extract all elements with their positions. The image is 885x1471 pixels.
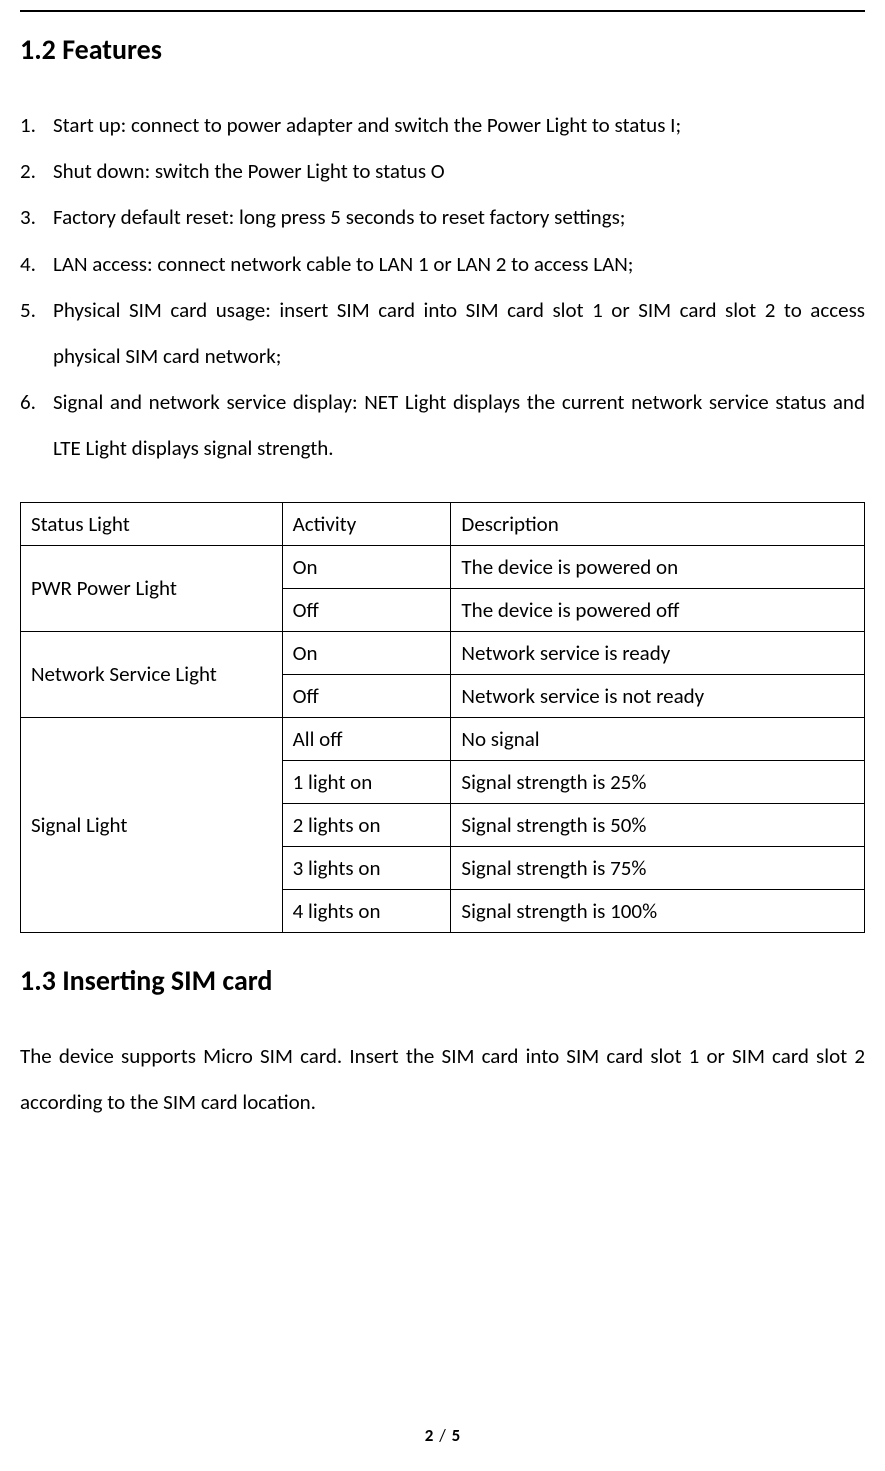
table-cell-activity: Off bbox=[282, 674, 451, 717]
table-cell-description: Signal strength is 75% bbox=[451, 846, 865, 889]
feature-item: Factory default reset: long press 5 seco… bbox=[20, 194, 865, 240]
page-footer: 2 / 5 bbox=[0, 1425, 885, 1446]
table-cell-activity: 3 lights on bbox=[282, 846, 451, 889]
table-cell-activity: 2 lights on bbox=[282, 803, 451, 846]
page-number-current: 2 bbox=[425, 1425, 434, 1446]
table-header-cell: Status Light bbox=[21, 502, 283, 545]
table-cell-activity: All off bbox=[282, 717, 451, 760]
table-cell-description: No signal bbox=[451, 717, 865, 760]
table-cell-status: Network Service Light bbox=[21, 631, 283, 717]
table-cell-status: Signal Light bbox=[21, 717, 283, 932]
top-rule bbox=[20, 10, 865, 12]
table-header-cell: Description bbox=[451, 502, 865, 545]
features-list: Start up: connect to power adapter and s… bbox=[20, 102, 865, 472]
table-cell-activity: 4 lights on bbox=[282, 889, 451, 932]
feature-item: Physical SIM card usage: insert SIM card… bbox=[20, 287, 865, 379]
table-cell-activity: On bbox=[282, 545, 451, 588]
table-cell-description: The device is powered off bbox=[451, 588, 865, 631]
table-cell-description: Signal strength is 100% bbox=[451, 889, 865, 932]
body-paragraph: The device supports Micro SIM card. Inse… bbox=[20, 1033, 865, 1125]
table-header-row: Status Light Activity Description bbox=[21, 502, 865, 545]
feature-item: Shut down: switch the Power Light to sta… bbox=[20, 148, 865, 194]
page-number-separator: / bbox=[437, 1425, 448, 1446]
table-row: Network Service Light On Network service… bbox=[21, 631, 865, 674]
table-row: PWR Power Light On The device is powered… bbox=[21, 545, 865, 588]
table-cell-description: Signal strength is 25% bbox=[451, 760, 865, 803]
table-cell-activity: Off bbox=[282, 588, 451, 631]
feature-item: LAN access: connect network cable to LAN… bbox=[20, 241, 865, 287]
table-cell-description: Network service is not ready bbox=[451, 674, 865, 717]
feature-item: Start up: connect to power adapter and s… bbox=[20, 102, 865, 148]
section-heading-1-2: 1.2 Features bbox=[20, 32, 865, 67]
page-number-total: 5 bbox=[452, 1425, 461, 1446]
table-cell-description: Network service is ready bbox=[451, 631, 865, 674]
feature-item: Signal and network service display: NET … bbox=[20, 379, 865, 471]
table-cell-status: PWR Power Light bbox=[21, 545, 283, 631]
status-light-table: Status Light Activity Description PWR Po… bbox=[20, 502, 865, 933]
section-heading-1-3: 1.3 Inserting SIM card bbox=[20, 963, 865, 998]
table-header-cell: Activity bbox=[282, 502, 451, 545]
table-cell-description: Signal strength is 50% bbox=[451, 803, 865, 846]
table-cell-activity: On bbox=[282, 631, 451, 674]
table-cell-activity: 1 light on bbox=[282, 760, 451, 803]
table-row: Signal Light All off No signal bbox=[21, 717, 865, 760]
table-cell-description: The device is powered on bbox=[451, 545, 865, 588]
